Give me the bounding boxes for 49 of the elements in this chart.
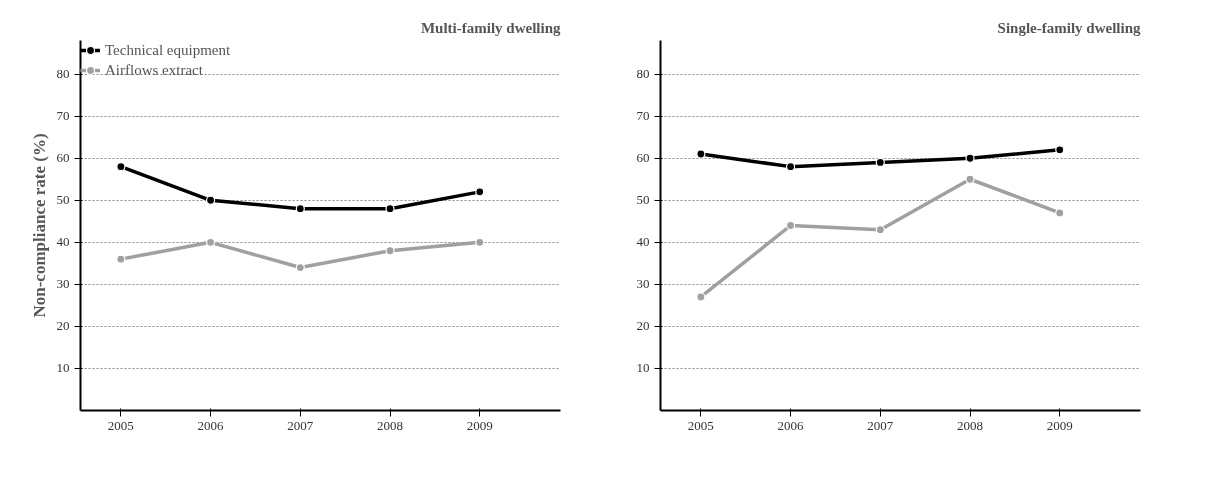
- chart-title: Multi-family dwelling: [420, 19, 561, 36]
- y-tick-label: 60: [56, 150, 70, 166]
- legend-label: Technical equipment: [105, 41, 231, 59]
- y-tick-label: 10: [636, 360, 650, 376]
- point: [475, 237, 485, 247]
- point: [1055, 208, 1065, 218]
- point: [385, 204, 395, 214]
- y-tick-label: 30: [636, 276, 650, 292]
- y-tick-label: 20: [636, 318, 650, 334]
- y-tick-label: 80: [56, 66, 70, 82]
- point: [385, 246, 395, 256]
- point: [696, 149, 706, 159]
- point: [205, 195, 216, 205]
- y-tick-label: 70: [636, 108, 650, 124]
- point: [1055, 145, 1065, 155]
- y-tick-label: 10: [56, 360, 70, 376]
- point: [475, 187, 485, 197]
- x-tick-label: 2009: [466, 417, 493, 433]
- x-tick-label: 2007: [867, 417, 894, 433]
- legend-label: Airflows extract: [105, 61, 203, 79]
- point: [696, 292, 706, 302]
- point: [965, 174, 975, 184]
- point: [116, 254, 126, 264]
- chart-title: Single-family dwelling: [997, 19, 1141, 36]
- point: [875, 225, 885, 235]
- y-tick-label: 30: [56, 276, 70, 292]
- x-tick-label: 2009: [1046, 417, 1073, 433]
- y-tick-label: 80: [636, 66, 650, 82]
- y-axis-title: Non-compliance rate (%): [29, 133, 49, 318]
- x-tick-label: 2006: [777, 417, 805, 433]
- point: [875, 157, 885, 168]
- y-tick-label: 70: [56, 108, 70, 124]
- point: [295, 204, 305, 214]
- point: [785, 162, 796, 172]
- x-tick-label: 2006: [197, 417, 225, 433]
- y-tick-label: 50: [636, 192, 650, 208]
- point: [965, 153, 975, 163]
- y-tick-label: 20: [56, 318, 70, 334]
- point: [205, 237, 216, 247]
- y-tick-label: 40: [636, 234, 650, 250]
- x-tick-label: 2008: [957, 417, 984, 433]
- x-tick-label: 2007: [287, 417, 314, 433]
- y-tick-label: 60: [636, 150, 650, 166]
- x-tick-label: 2008: [377, 417, 404, 433]
- y-tick-label: 50: [56, 192, 70, 208]
- point: [116, 162, 126, 172]
- x-tick-label: 2005: [687, 417, 714, 433]
- y-tick-label: 40: [56, 234, 70, 250]
- x-tick-label: 2005: [107, 417, 134, 433]
